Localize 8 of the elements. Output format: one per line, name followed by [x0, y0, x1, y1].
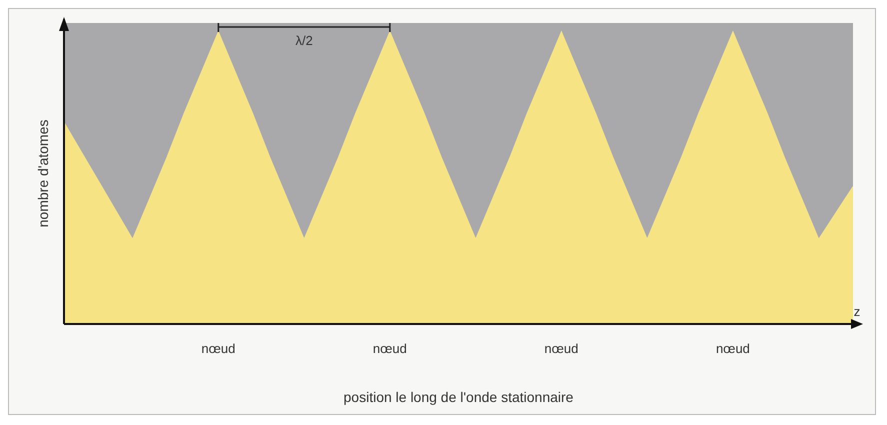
annotation: λ/2	[295, 33, 313, 48]
x-tick-label: nœud	[716, 341, 750, 356]
x-tick-label: nœud	[201, 341, 236, 356]
text: z	[854, 304, 860, 319]
x-tick-label: nœud	[544, 341, 578, 356]
x-axis-title: position le long de l'onde stationnaire	[344, 389, 574, 405]
y-axis-title: nombre d'atomes	[35, 120, 51, 228]
x-tick-label: nœud	[372, 341, 407, 356]
